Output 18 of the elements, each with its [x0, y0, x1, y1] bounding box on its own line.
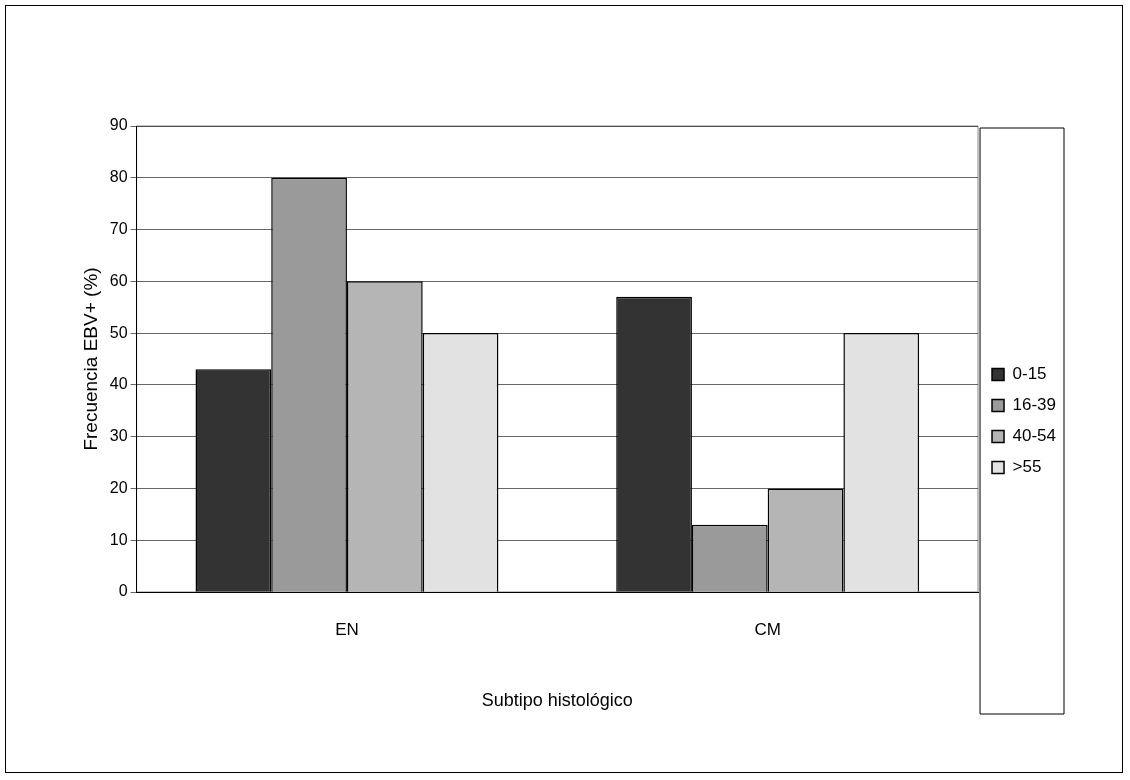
legend-label: 0-15 [1012, 364, 1047, 384]
x-axis-title: Subtipo histológico [481, 690, 633, 711]
y-tick-label: 30 [109, 427, 128, 445]
legend-label: >55 [1012, 457, 1042, 477]
legend-label: 16-39 [1012, 395, 1056, 415]
x-tick-label: EN [335, 619, 359, 639]
y-tick-label: 40 [109, 375, 128, 393]
y-tick-label: 0 [118, 582, 128, 600]
y-tick-label: 90 [109, 116, 128, 134]
y-tick-label: 80 [109, 168, 128, 186]
y-axis-title: Frecuencia EBV+ (%) [79, 267, 101, 451]
y-tick-label: 50 [109, 323, 128, 341]
y-tick-label: 60 [109, 271, 128, 289]
legend-label: 40-54 [1012, 426, 1056, 446]
y-tick-label: 70 [109, 219, 128, 237]
y-tick-label: 20 [109, 478, 128, 496]
x-tick-label: CM [754, 619, 781, 639]
y-tick-label: 10 [109, 530, 128, 548]
